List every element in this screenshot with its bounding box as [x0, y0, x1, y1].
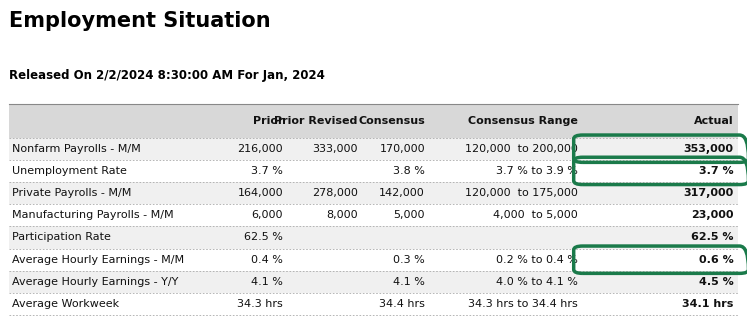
Bar	[9, 249, 738, 271]
Text: 4.0 % to 4.1 %: 4.0 % to 4.1 %	[496, 277, 578, 287]
Text: 333,000: 333,000	[312, 144, 358, 154]
Text: 62.5 %: 62.5 %	[244, 233, 283, 243]
Text: 34.3 hrs: 34.3 hrs	[238, 299, 283, 309]
Text: 34.3 hrs to 34.4 hrs: 34.3 hrs to 34.4 hrs	[468, 299, 578, 309]
Bar	[9, 204, 738, 227]
Text: Participation Rate: Participation Rate	[12, 233, 111, 243]
Bar	[9, 293, 738, 315]
Text: 4.5 %: 4.5 %	[698, 277, 734, 287]
Text: 34.1 hrs: 34.1 hrs	[682, 299, 734, 309]
Text: 216,000: 216,000	[238, 144, 283, 154]
Text: Average Hourly Earnings - Y/Y: Average Hourly Earnings - Y/Y	[12, 277, 179, 287]
Text: 353,000: 353,000	[684, 144, 734, 154]
Text: 0.2 % to 0.4 %: 0.2 % to 0.4 %	[496, 255, 578, 265]
Text: Consensus: Consensus	[359, 116, 425, 126]
Text: 34.4 hrs: 34.4 hrs	[379, 299, 425, 309]
Text: 120,000  to 200,000: 120,000 to 200,000	[465, 144, 578, 154]
Text: 4,000  to 5,000: 4,000 to 5,000	[494, 210, 578, 220]
Text: Prior: Prior	[252, 116, 283, 126]
Bar	[9, 182, 738, 204]
Text: Unemployment Rate: Unemployment Rate	[12, 166, 127, 176]
Text: 3.7 %: 3.7 %	[251, 166, 283, 176]
Text: 5,000: 5,000	[394, 210, 425, 220]
Text: 0.6 %: 0.6 %	[698, 255, 734, 265]
Text: 164,000: 164,000	[238, 188, 283, 198]
Text: 6,000: 6,000	[252, 210, 283, 220]
Text: 8,000: 8,000	[326, 210, 358, 220]
Text: 4.1 %: 4.1 %	[251, 277, 283, 287]
Text: 0.3 %: 0.3 %	[393, 255, 425, 265]
Text: 3.8 %: 3.8 %	[393, 166, 425, 176]
Text: 3.7 %: 3.7 %	[699, 166, 734, 176]
Text: 23,000: 23,000	[691, 210, 734, 220]
Text: 62.5 %: 62.5 %	[691, 233, 734, 243]
Text: 317,000: 317,000	[684, 188, 734, 198]
Text: 120,000  to 175,000: 120,000 to 175,000	[465, 188, 578, 198]
Text: Employment Situation: Employment Situation	[9, 11, 270, 31]
Text: Private Payrolls - M/M: Private Payrolls - M/M	[12, 188, 131, 198]
Text: 278,000: 278,000	[312, 188, 358, 198]
Bar	[9, 104, 738, 138]
Bar	[9, 160, 738, 182]
Text: 3.7 % to 3.9 %: 3.7 % to 3.9 %	[496, 166, 578, 176]
Bar	[9, 138, 738, 160]
Text: Average Hourly Earnings - M/M: Average Hourly Earnings - M/M	[12, 255, 184, 265]
Bar	[9, 271, 738, 293]
Text: Nonfarm Payrolls - M/M: Nonfarm Payrolls - M/M	[12, 144, 140, 154]
Text: Actual: Actual	[694, 116, 734, 126]
Text: Manufacturing Payrolls - M/M: Manufacturing Payrolls - M/M	[12, 210, 173, 220]
Text: Average Workweek: Average Workweek	[12, 299, 119, 309]
Bar	[9, 227, 738, 249]
Text: Prior Revised: Prior Revised	[274, 116, 358, 126]
Text: 0.4 %: 0.4 %	[251, 255, 283, 265]
Text: Released On 2/2/2024 8:30:00 AM For Jan, 2024: Released On 2/2/2024 8:30:00 AM For Jan,…	[9, 69, 325, 82]
Text: 142,000: 142,000	[379, 188, 425, 198]
Text: 4.1 %: 4.1 %	[393, 277, 425, 287]
Text: Consensus Range: Consensus Range	[468, 116, 578, 126]
Text: 170,000: 170,000	[379, 144, 425, 154]
